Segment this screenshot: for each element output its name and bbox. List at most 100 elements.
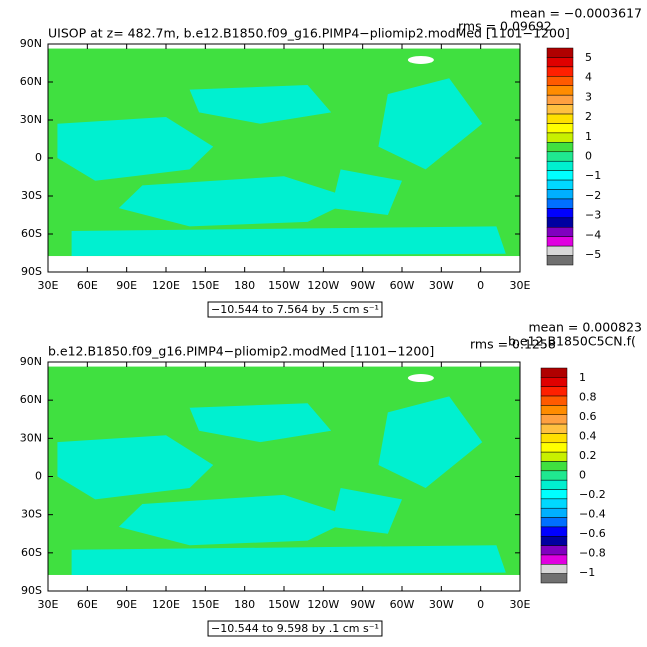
x-tick-label: 120E <box>152 279 180 292</box>
colorbar-label: 0 <box>585 150 592 163</box>
colorbar-box <box>540 545 568 556</box>
colorbar-box <box>540 414 568 425</box>
colorbar-box <box>546 245 574 256</box>
y-tick-label: 60N <box>20 393 42 406</box>
colorbar-box <box>546 94 574 105</box>
colorbar-box <box>546 132 574 143</box>
y-tick-label: 90S <box>21 265 42 278</box>
colorbar-box <box>540 507 568 518</box>
colorbar-label: −0.4 <box>579 508 606 521</box>
y-tick-label: 30N <box>20 431 42 444</box>
x-tick-label: 30W <box>429 279 454 292</box>
land-mask <box>407 55 434 64</box>
y-tick-label: 60N <box>20 75 42 88</box>
colorbar-box <box>540 377 568 387</box>
colorbar-label: 1 <box>585 130 592 143</box>
ocean-patch <box>57 116 214 181</box>
colorbar-box <box>540 442 568 453</box>
y-tick-label: 60S <box>21 546 42 559</box>
y-tick-label: 90S <box>21 584 42 597</box>
subtitle: −10.544 to 9.598 by .1 cm s⁻¹ <box>211 622 379 635</box>
colorbar-box <box>540 554 568 565</box>
colorbar-label: −0.2 <box>579 488 606 501</box>
x-tick-label: 30E <box>510 598 531 611</box>
colorbar-box <box>540 386 568 397</box>
colorbar-box <box>540 451 568 462</box>
ocean-patch <box>378 78 483 170</box>
colorbar-label: 0 <box>579 469 586 482</box>
x-tick-label: 120W <box>307 279 339 292</box>
colorbar-box <box>540 573 568 584</box>
ocean-patch <box>331 487 402 534</box>
colorbar-box <box>540 498 568 509</box>
colorbar-label: 0.2 <box>579 449 597 462</box>
colorbar-box <box>540 395 568 406</box>
colorbar-box <box>546 217 574 228</box>
y-tick-label: 30N <box>20 113 42 126</box>
colorbar-box <box>546 208 574 219</box>
ocean-patch <box>331 169 402 215</box>
colorbar-label: 3 <box>585 90 592 103</box>
chart-title: UISOP at z= 482.7m, b.e12.B1850.f09_g16.… <box>48 26 570 41</box>
colorbar-label: 5 <box>585 51 592 64</box>
colorbar-label: 2 <box>585 110 592 123</box>
x-tick-label: 60W <box>390 279 415 292</box>
colorbar-box <box>546 113 574 124</box>
colorbar-box <box>546 76 574 86</box>
subtitle: −10.544 to 7.564 by .5 cm s⁻¹ <box>211 303 379 316</box>
colorbar-label: −1 <box>579 566 595 579</box>
colorbar-box <box>546 160 574 171</box>
colorbar-box <box>546 142 574 153</box>
colorbar-box <box>546 189 574 200</box>
colorbar-box <box>540 526 568 537</box>
y-tick-label: 0 <box>35 151 42 164</box>
ocean-patch <box>378 396 483 488</box>
colorbar-label: 0.8 <box>579 390 597 403</box>
x-tick-label: 60W <box>390 598 415 611</box>
colorbar-box <box>540 470 568 481</box>
colorbar-box <box>546 66 574 77</box>
x-tick-label: 30W <box>429 598 454 611</box>
x-tick-label: 60E <box>77 279 98 292</box>
subtitle-box <box>207 620 383 637</box>
colorbar-box <box>546 236 574 247</box>
colorbar-label: −2 <box>585 189 601 202</box>
ocean-patch <box>118 494 355 546</box>
colorbar-label: −4 <box>585 228 601 241</box>
x-tick-label: 90W <box>350 279 375 292</box>
y-tick-label: 30S <box>21 189 42 202</box>
x-tick-label: 150E <box>191 598 219 611</box>
colorbar-box <box>546 170 574 181</box>
colorbar-box <box>546 198 574 209</box>
x-tick-label: 180 <box>234 279 255 292</box>
colorbar-box <box>540 405 568 415</box>
colorbar-box <box>540 423 568 434</box>
y-tick-label: 90N <box>20 355 42 368</box>
x-tick-label: 120W <box>307 598 339 611</box>
subtitle-box <box>207 301 383 318</box>
x-tick-label: 90E <box>116 279 137 292</box>
ocean-patch <box>189 403 332 443</box>
x-tick-label: 90W <box>350 598 375 611</box>
ocean-patch <box>71 226 506 257</box>
ocean-patch <box>71 545 506 575</box>
colorbar-box <box>540 517 568 528</box>
colorbar-box <box>546 57 574 68</box>
rms-stat: rms = 0.09692 <box>458 19 552 34</box>
colorbar-box <box>540 461 568 472</box>
y-tick-label: 60S <box>21 227 42 240</box>
ocean-patch <box>57 435 214 500</box>
colorbar-label: −0.8 <box>579 547 606 560</box>
y-tick-label: 0 <box>35 470 42 483</box>
land-mask <box>407 374 434 383</box>
y-tick-label: 30S <box>21 508 42 521</box>
x-tick-label: 150W <box>268 598 300 611</box>
colorbar-box <box>540 536 568 546</box>
colorbar-box <box>546 179 574 190</box>
x-tick-label: 150E <box>191 279 219 292</box>
colorbar-label: −3 <box>585 209 601 222</box>
x-tick-label: 180 <box>234 598 255 611</box>
ocean-patch <box>118 176 355 227</box>
x-tick-label: 30E <box>38 279 59 292</box>
x-tick-label: 90E <box>116 598 137 611</box>
